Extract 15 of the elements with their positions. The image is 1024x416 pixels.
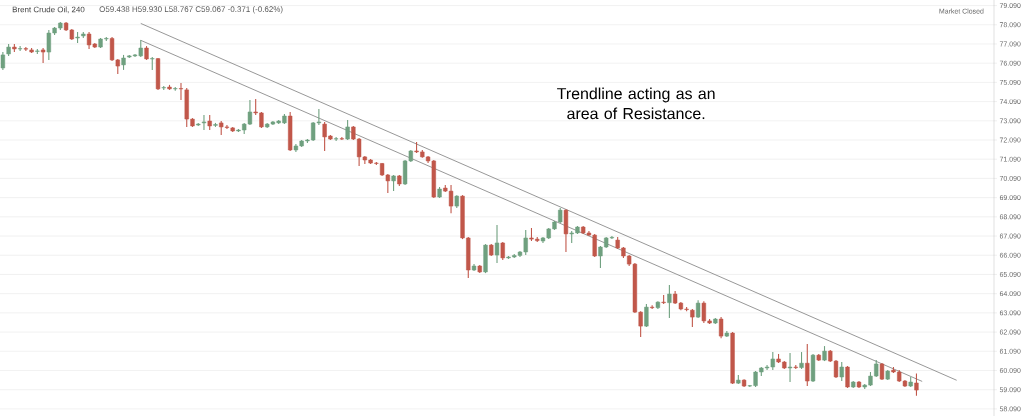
candlestick — [718, 316, 724, 339]
candlestick — [690, 308, 695, 328]
candlestick — [333, 136, 339, 142]
candlestick — [914, 373, 919, 397]
candlestick — [40, 47, 46, 64]
candlestick — [845, 365, 850, 389]
candlestick — [17, 45, 23, 52]
candlestick — [650, 304, 655, 310]
candlestick — [839, 361, 844, 382]
candlestick — [563, 208, 569, 253]
candlestick — [805, 343, 810, 387]
annotation: Trendline acting as an area of Resistance. — [557, 87, 715, 120]
candlestick — [494, 224, 500, 264]
candlestick — [667, 284, 672, 319]
candlestick — [787, 352, 793, 383]
